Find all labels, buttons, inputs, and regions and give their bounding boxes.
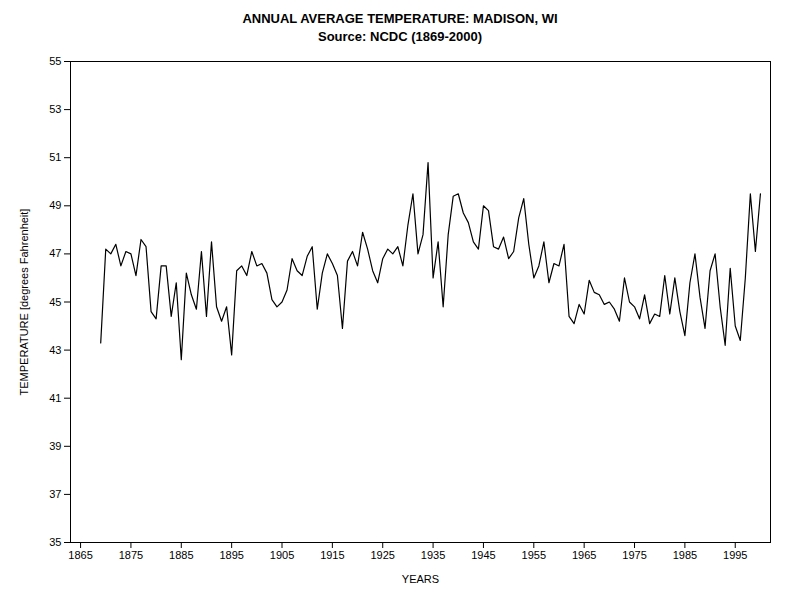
svg-text:1905: 1905 — [270, 549, 294, 561]
svg-text:1935: 1935 — [421, 549, 445, 561]
svg-text:1915: 1915 — [320, 549, 344, 561]
svg-text:49: 49 — [49, 199, 61, 211]
svg-text:1865: 1865 — [68, 549, 92, 561]
svg-text:37: 37 — [49, 488, 61, 500]
svg-text:53: 53 — [49, 103, 61, 115]
svg-text:43: 43 — [49, 344, 61, 356]
svg-text:1975: 1975 — [622, 549, 646, 561]
html-text:ANNUAL AVERAGE TEMPERATURE: MA: ANNUAL AVERAGE TEMPERATURE: MADISON, WI — [242, 11, 558, 26]
svg-text:47: 47 — [49, 247, 61, 259]
svg-text:1925: 1925 — [370, 549, 394, 561]
html-text:Source: NCDC (1869-2000): Source: NCDC (1869-2000) — [318, 29, 482, 44]
svg-text:35: 35 — [49, 536, 61, 548]
svg-text:45: 45 — [49, 296, 61, 308]
svg-text:YEARS: YEARS — [402, 573, 439, 585]
svg-text:1895: 1895 — [219, 549, 243, 561]
svg-text:1885: 1885 — [169, 549, 193, 561]
svg-text:1985: 1985 — [673, 549, 697, 561]
svg-text:55: 55 — [49, 55, 61, 67]
svg-text:51: 51 — [49, 151, 61, 163]
svg-text:41: 41 — [49, 392, 61, 404]
svg-text:1955: 1955 — [522, 549, 546, 561]
svg-text:1965: 1965 — [572, 549, 596, 561]
svg-text:39: 39 — [49, 440, 61, 452]
svg-text:TEMPERATURE [degrees Fahrenhei: TEMPERATURE [degrees Fahrenheit] — [18, 209, 30, 396]
svg-text:1945: 1945 — [471, 549, 495, 561]
svg-text:1995: 1995 — [723, 549, 747, 561]
svg-text:1875: 1875 — [119, 549, 143, 561]
